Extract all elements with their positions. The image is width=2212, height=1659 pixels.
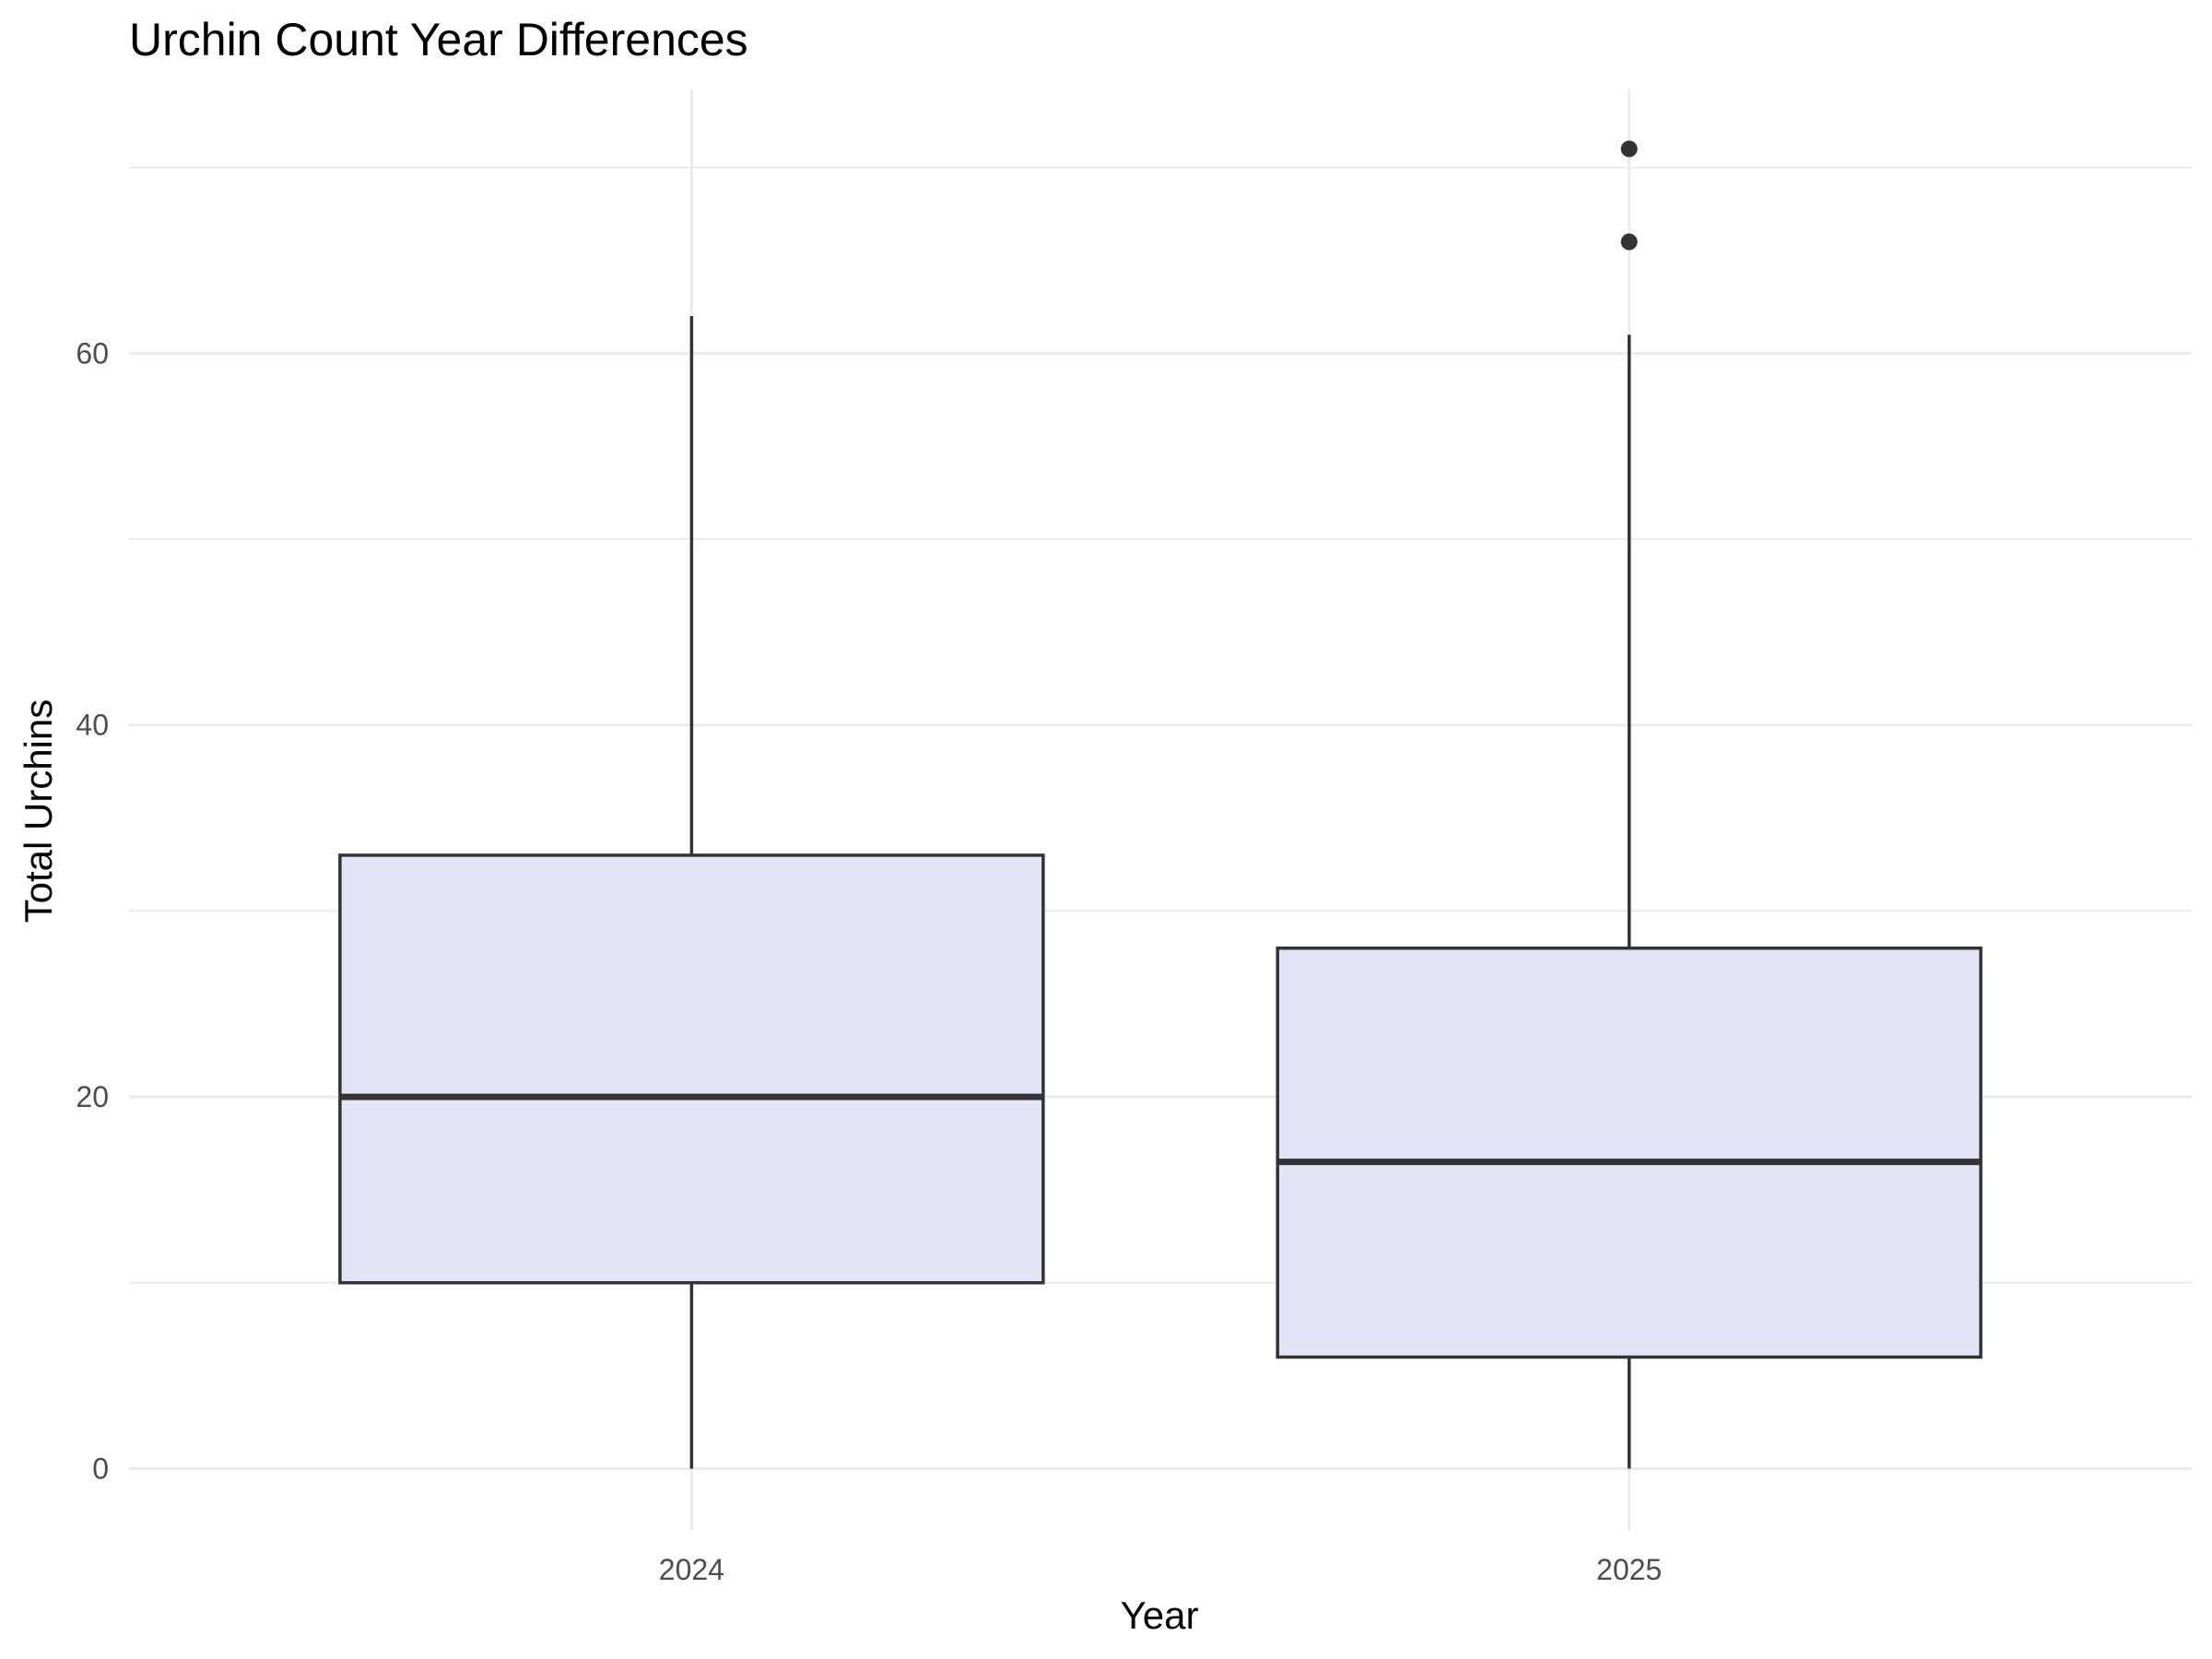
box-2025: [1276, 140, 1983, 1469]
y-tick-label: 60: [76, 336, 109, 370]
outlier-point: [1620, 140, 1638, 158]
box-rect: [1276, 946, 1983, 1359]
y-axis-ticks: 0 20 40 60: [76, 336, 109, 1485]
boxes: [338, 140, 1983, 1469]
outlier-point: [1620, 233, 1638, 251]
y-tick-label: 0: [92, 1452, 109, 1485]
y-tick-label: 20: [76, 1080, 109, 1113]
x-tick-label: 2025: [1596, 1553, 1662, 1586]
x-axis-title: Year: [1121, 1594, 1199, 1637]
box-2024: [338, 316, 1045, 1469]
y-tick-label: 40: [76, 709, 109, 742]
chart-title: Urchin Count Year Differences: [129, 14, 748, 65]
x-axis-ticks: 2024 2025: [659, 1553, 1662, 1586]
box-rect: [338, 853, 1045, 1285]
y-axis-title: Total Urchins: [17, 700, 60, 924]
x-tick-label: 2024: [659, 1553, 724, 1586]
